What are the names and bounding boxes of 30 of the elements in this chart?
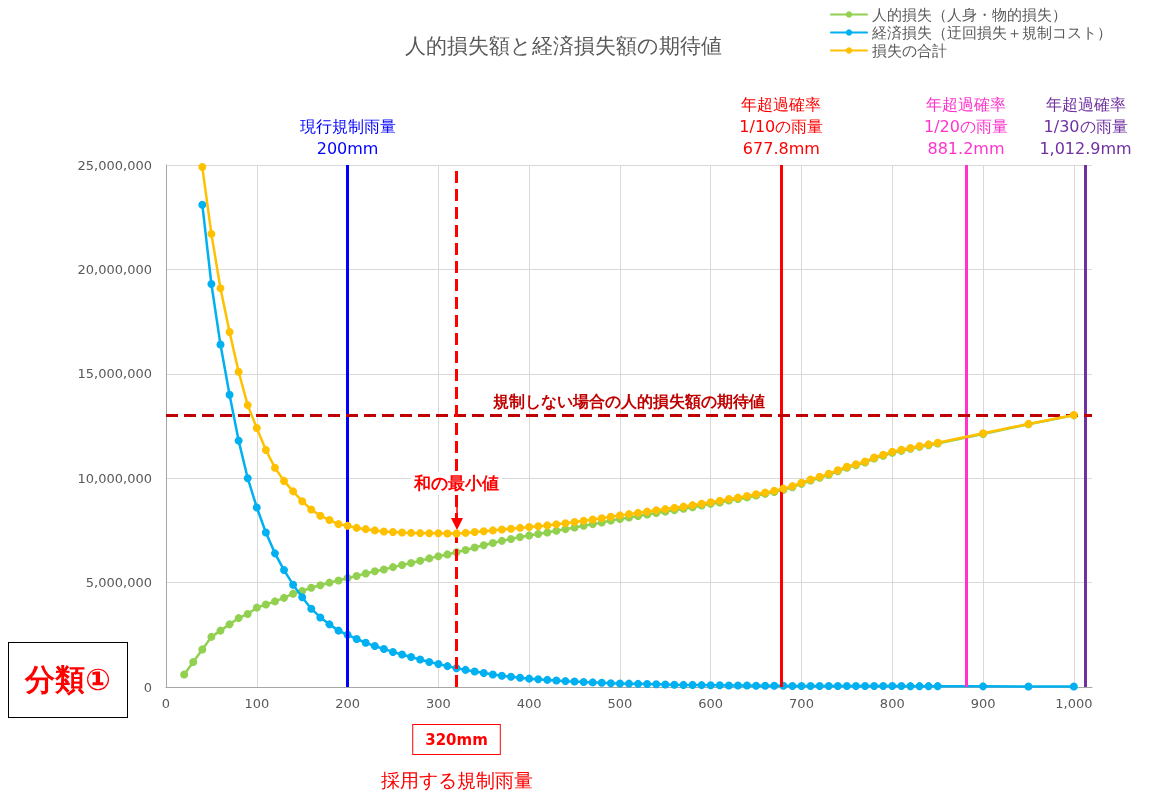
x-tick-label: 1,000 xyxy=(1055,696,1093,711)
y-tick-label: 15,000,000 xyxy=(77,366,152,382)
legend-label: 損失の合計 xyxy=(872,41,947,60)
ref-line-label: 現行規制雨量 200mm xyxy=(299,116,396,158)
x-tick-label: 500 xyxy=(607,696,633,711)
chart-title: 人的損失額と経済損失額の期待値 xyxy=(405,33,722,58)
text: 分類① xyxy=(8,642,128,718)
ref-line-label: 年超過確率 1/30の雨量 1,012.9mm xyxy=(1039,94,1132,158)
ref-line-label: 規制しない場合の人的損失額の期待値 xyxy=(492,392,765,412)
y-tick-label: 0 xyxy=(143,679,152,695)
text: 採用する規制雨量 xyxy=(380,768,533,793)
x-tick-label: 800 xyxy=(879,696,905,711)
y-tick-label: 20,000,000 xyxy=(77,261,152,277)
legend-label: 人的損失（人身・物的損失） xyxy=(872,5,1067,24)
x-tick-label: 300 xyxy=(425,696,451,711)
x-tick-label: 900 xyxy=(970,696,996,711)
annotation: 和の最小値 xyxy=(411,471,502,495)
x-tick-label: 400 xyxy=(516,696,542,711)
ref-line-label: 年超過確率 1/10の雨量 677.8mm xyxy=(739,94,824,158)
x-tick-label: 200 xyxy=(335,696,360,711)
x-tick-label: 600 xyxy=(698,696,724,711)
ref-line-label: 320mm xyxy=(425,730,488,749)
y-tick-label: 25,000,000 xyxy=(77,157,152,173)
legend-label: 経済損失（迂回損失＋規制コスト） xyxy=(871,23,1112,42)
ref-line-label: 年超過確率 1/20の雨量 881.2mm xyxy=(924,94,1008,158)
x-tick-label: 0 xyxy=(161,696,171,711)
x-tick-label: 700 xyxy=(789,696,814,711)
y-tick-label: 5,000,000 xyxy=(85,575,152,591)
y-tick-label: 10,000,000 xyxy=(77,470,152,486)
x-tick-label: 100 xyxy=(244,696,270,711)
